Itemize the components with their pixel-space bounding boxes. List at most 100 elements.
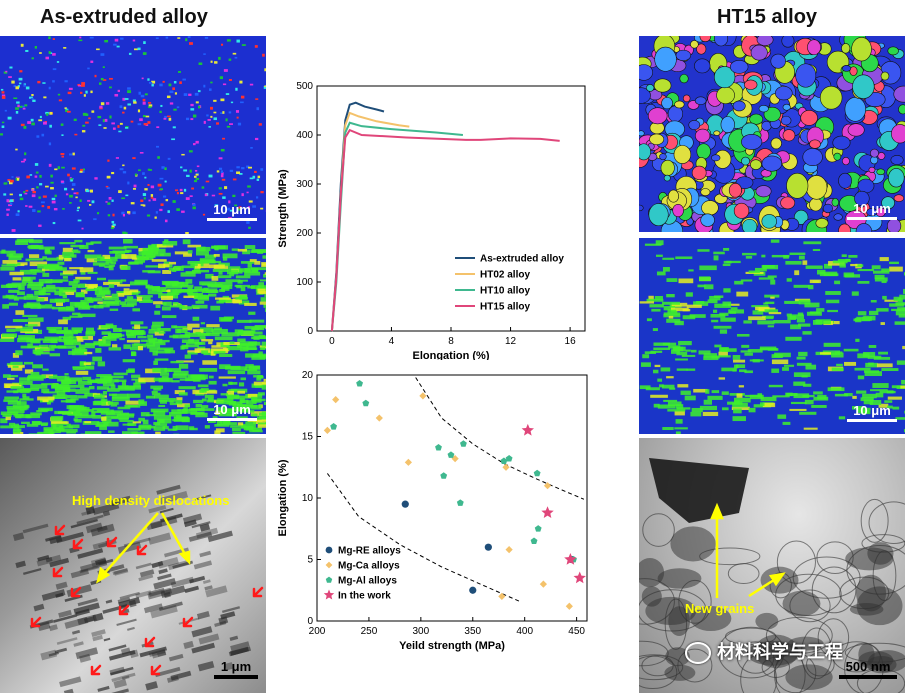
strain-patch [85, 288, 90, 292]
dislocation-tangle [196, 611, 210, 620]
speckle [139, 152, 144, 154]
strain-patch [101, 416, 107, 421]
strain-patch [108, 279, 123, 284]
strain-patch [51, 421, 69, 424]
strain-patch [258, 412, 266, 416]
strain-patch [787, 315, 796, 320]
strain-patch [155, 431, 161, 434]
right-tem-scale-line [839, 675, 897, 679]
dislocation-tangle [191, 626, 213, 638]
speckle [21, 105, 26, 108]
strain-patch [119, 329, 133, 332]
grain [781, 36, 795, 48]
strain-patch [62, 336, 74, 340]
grain [838, 223, 851, 232]
strain-patch [42, 286, 60, 290]
grain [847, 123, 865, 137]
strain-patch [197, 246, 211, 252]
speckle [220, 43, 224, 46]
strain-patch [721, 367, 737, 372]
strain-patch [870, 300, 877, 303]
strain-patch [173, 416, 189, 419]
strain-patch [229, 341, 235, 344]
strain-patch [767, 348, 779, 351]
y-axis-label: Strength (MPa) [277, 169, 289, 248]
strain-patch [75, 292, 84, 297]
strain-patch [247, 286, 255, 289]
strain-patch [244, 271, 261, 276]
strain-patch [656, 271, 666, 276]
strain-patch [657, 378, 663, 382]
strain-patch [261, 418, 266, 421]
y-tick-label: 0 [307, 326, 313, 337]
strain-patch [878, 403, 889, 408]
strain-patch [825, 299, 840, 304]
strain-patch [204, 332, 220, 337]
strain-patch [789, 252, 806, 255]
dislocation-tangle [12, 532, 25, 542]
strain-patch [192, 329, 204, 334]
speckle [241, 193, 244, 197]
strain-patch [57, 345, 76, 349]
speckle [172, 200, 176, 203]
strain-patch [108, 430, 115, 433]
strain-patch [96, 293, 106, 298]
strain-patch [153, 421, 161, 425]
speckle [179, 188, 183, 192]
strain-patch [3, 383, 22, 388]
dislocation-tangle [230, 641, 250, 652]
strain-patch [837, 258, 851, 263]
strain-patch [693, 388, 708, 393]
strain-patch [857, 375, 865, 380]
dislocation-tangle [218, 616, 229, 625]
grain [815, 217, 829, 229]
strain-patch [789, 314, 804, 320]
speckle [210, 60, 213, 63]
strain-patch [130, 321, 144, 325]
speckle [236, 171, 240, 175]
strain-patch [254, 324, 266, 328]
speckle [40, 201, 45, 204]
strain-patch [18, 285, 25, 291]
strain-patch [802, 394, 815, 398]
strain-patch [258, 334, 265, 338]
strain-patch [735, 364, 746, 369]
strain-patch [809, 311, 818, 314]
speckle [140, 199, 144, 202]
strain-patch [204, 394, 214, 399]
strain-patch [131, 431, 145, 434]
speckle [240, 101, 244, 104]
strain-patch [220, 393, 229, 396]
strain-patch [723, 247, 730, 251]
strain-patch [670, 307, 689, 312]
speckle [260, 207, 264, 210]
speckle [236, 39, 240, 43]
strain-patch [28, 244, 44, 250]
speckle [232, 178, 237, 181]
speckle [163, 195, 167, 198]
strain-patch [48, 344, 57, 349]
strain-patch [703, 356, 719, 361]
strain-patch [133, 382, 141, 388]
strain-patch [222, 256, 228, 261]
dislocation-tangle [83, 616, 95, 623]
speckle [104, 118, 108, 122]
dislocation-tangle [159, 507, 174, 514]
strain-patch [245, 421, 257, 425]
speckle [148, 104, 153, 107]
dislocation-tangle [139, 569, 155, 578]
grain [694, 96, 707, 106]
strain-patch [798, 323, 811, 327]
strain-patch [873, 356, 891, 360]
strain-patch [84, 365, 95, 370]
grain [809, 197, 823, 212]
speckle [164, 167, 167, 171]
grain [733, 202, 750, 219]
strain-patch [783, 364, 795, 367]
strain-patch [148, 331, 156, 334]
strain-patch [793, 393, 810, 399]
strain-patch [110, 261, 117, 265]
speckle [157, 183, 162, 187]
strain-patch [201, 350, 209, 354]
speckle [186, 174, 190, 178]
